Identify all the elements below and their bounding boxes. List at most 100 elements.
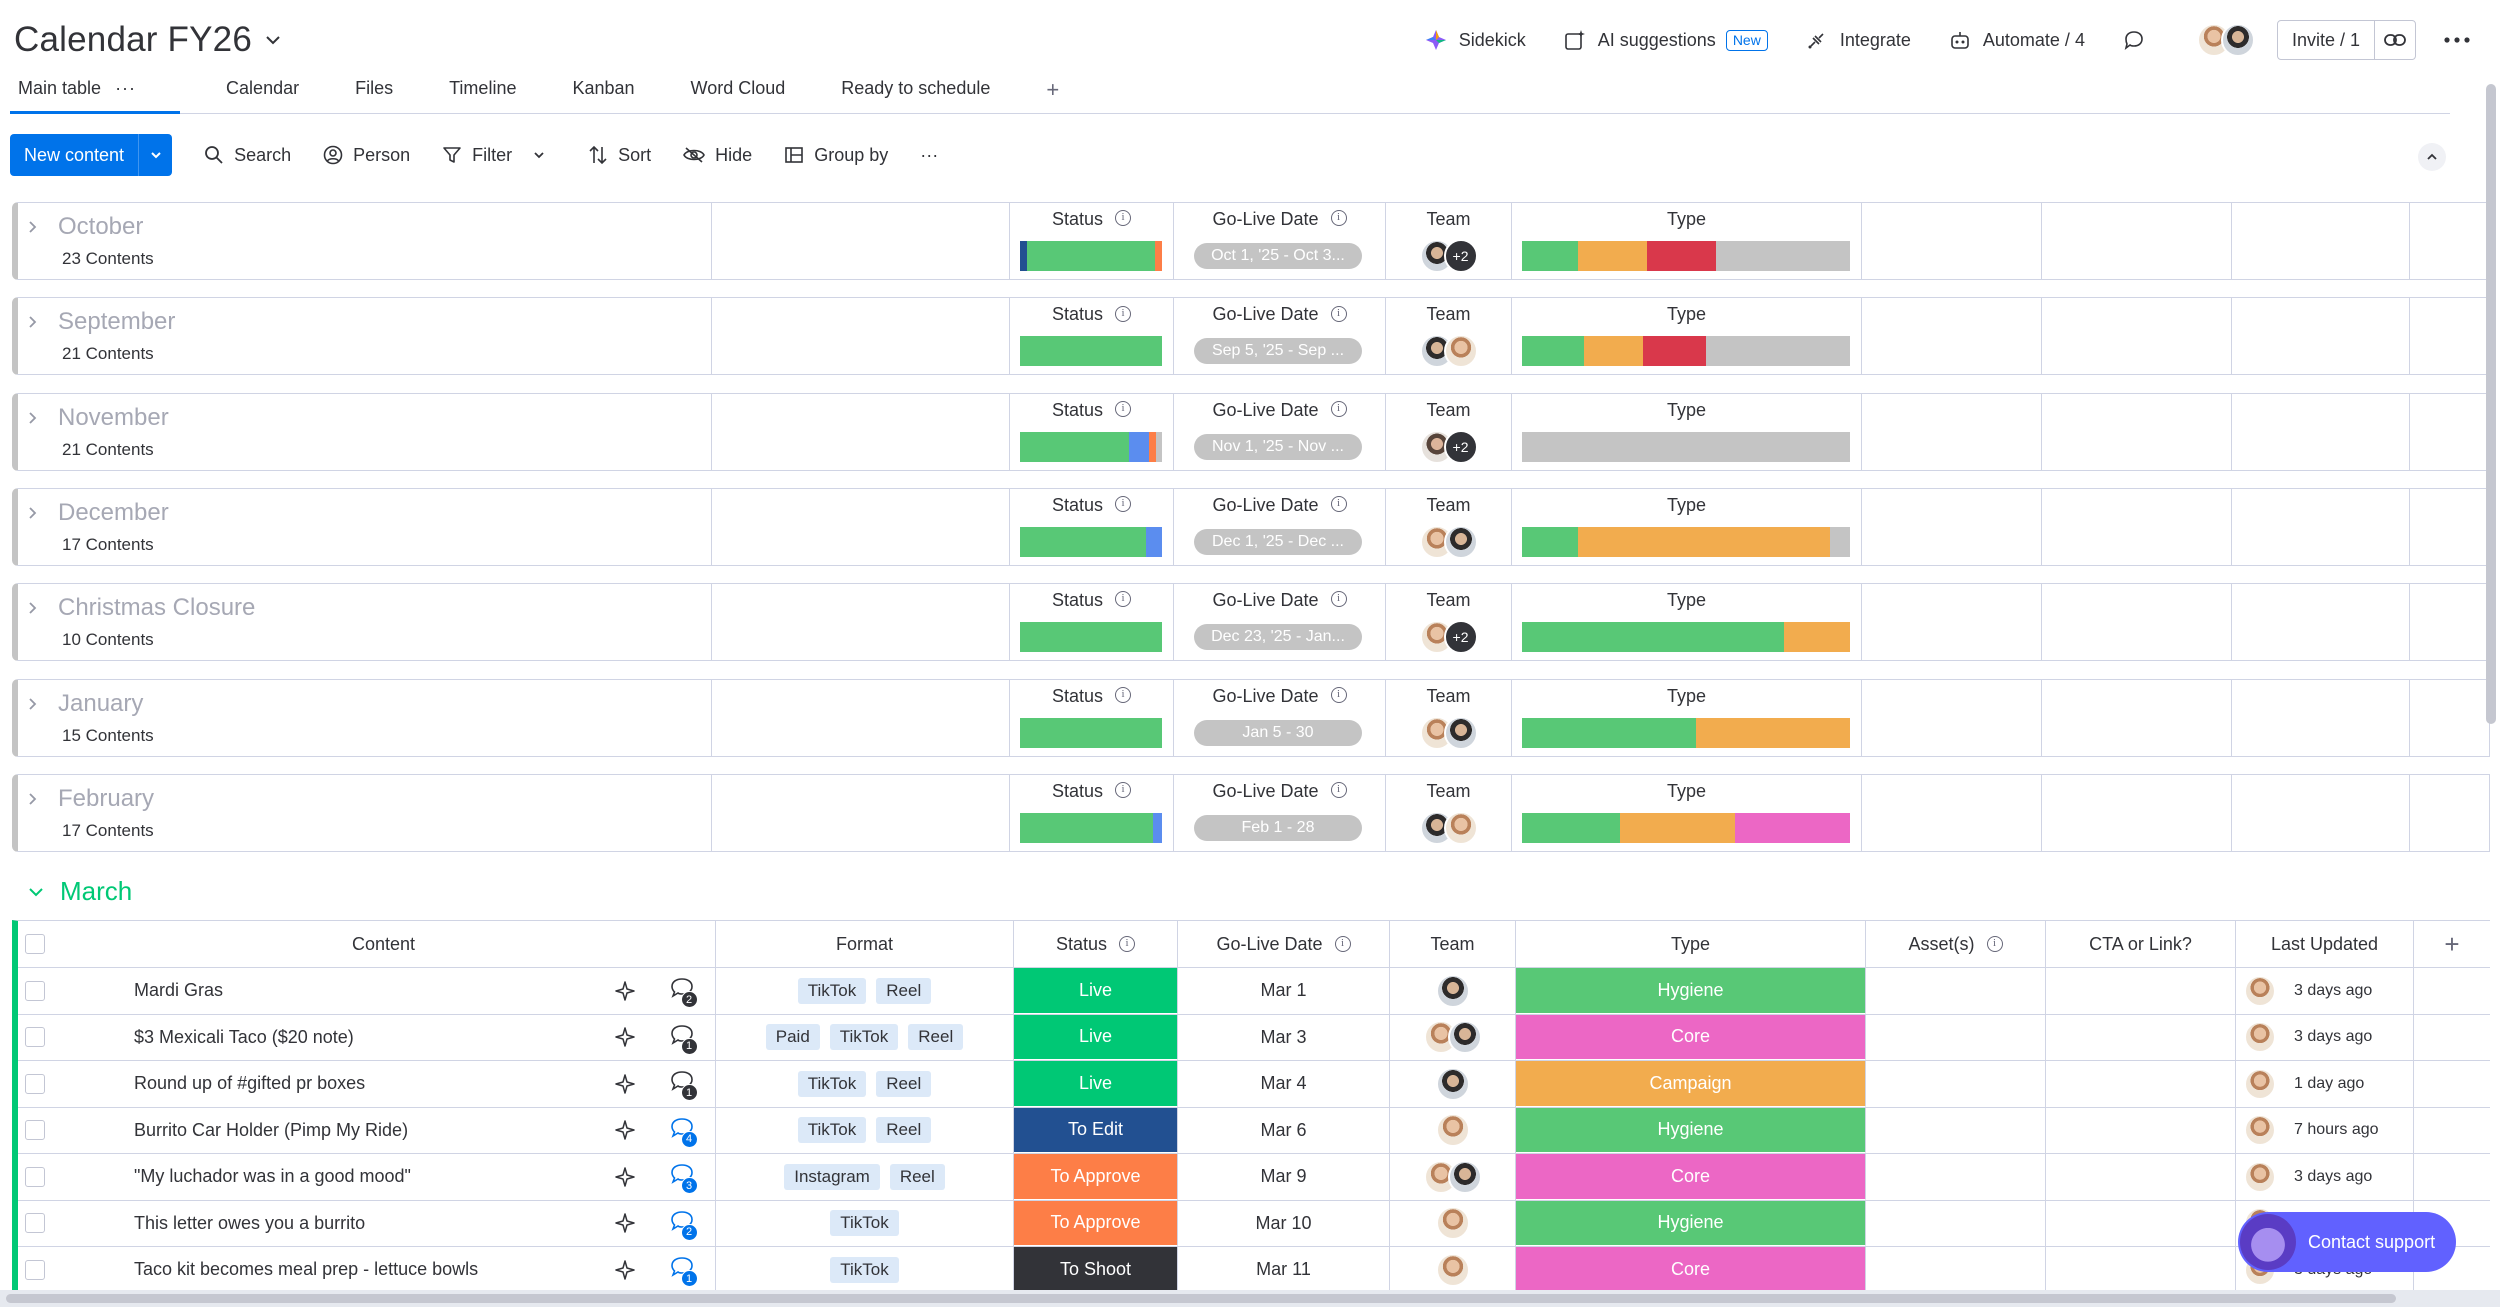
automate-button[interactable]: Automate / 4 [1949, 29, 2085, 51]
column-header-status[interactable]: Status i [1010, 304, 1173, 325]
chevron-down-icon[interactable] [532, 148, 546, 162]
collapse-header-button[interactable] [2418, 143, 2446, 171]
table-row[interactable]: Taco kit becomes meal prep - lettuce bow… [18, 1247, 2490, 1294]
column-header-go-live[interactable]: Go-Live Date i [1174, 495, 1385, 516]
chevron-right-icon[interactable] [26, 316, 38, 328]
status-summary-bar[interactable] [1020, 336, 1162, 367]
chevron-down-icon[interactable] [28, 884, 44, 900]
updates-icon[interactable]: 1 [670, 1070, 698, 1102]
hide-button[interactable]: Hide [683, 145, 752, 166]
column-header-status[interactable]: Status i [1010, 590, 1173, 611]
last-updated-cell[interactable]: 1 day ago [2236, 1061, 2414, 1107]
column-header-status[interactable]: Status i [1010, 400, 1173, 421]
select-all-checkbox[interactable] [25, 934, 45, 954]
type-cell[interactable]: Hygiene [1516, 1107, 1866, 1153]
content-name[interactable]: This letter owes you a burrito [134, 1212, 366, 1233]
status-summary-bar[interactable] [1020, 431, 1162, 462]
type-summary-bar[interactable] [1522, 526, 1850, 557]
updates-icon[interactable]: 3 [670, 1163, 698, 1195]
column-header-status[interactable]: Status i [1010, 495, 1173, 516]
content-name[interactable]: "My luchador was in a good mood" [134, 1166, 411, 1187]
row-select-cell[interactable] [18, 1247, 52, 1293]
group-by-button[interactable]: Group by [784, 145, 888, 166]
format-cell[interactable]: TikTok [716, 1247, 1014, 1293]
group-christmas-closure[interactable]: Christmas Closure 10 Contents Status i Go-Li… [12, 583, 2490, 662]
column-header-type[interactable]: Type [1512, 590, 1861, 611]
group-november[interactable]: November 21 Contents Status i Go-Live Date i N… [12, 392, 2490, 471]
column-header-go-live[interactable]: Go-Live Date i [1174, 209, 1385, 230]
new-content-button[interactable]: New content [24, 144, 125, 165]
table-row[interactable]: Round up of #gifted pr boxes 1 TikTok Reel L… [18, 1061, 2490, 1108]
tab-calendar[interactable]: Calendar [226, 78, 300, 98]
chevron-right-icon[interactable] [26, 697, 38, 710]
row-select-cell[interactable] [18, 1201, 52, 1247]
column-header-go-live[interactable]: Go-Live Date i [1174, 686, 1385, 707]
column-header-team[interactable]: Team [1386, 590, 1511, 611]
group-title[interactable]: November [58, 403, 169, 431]
board-members[interactable] [2196, 23, 2255, 57]
team-avatars[interactable]: +2 [1386, 429, 1511, 464]
type-summary-bar[interactable] [1522, 622, 1850, 653]
sparkle-icon[interactable] [614, 980, 636, 1002]
info-icon[interactable]: i [1986, 936, 2003, 952]
info-icon[interactable]: i [1115, 400, 1132, 417]
team-cell[interactable] [1390, 1154, 1516, 1200]
column-header-team[interactable]: Team [1390, 921, 1516, 967]
status-summary-bar[interactable] [1020, 717, 1162, 748]
cta-cell[interactable] [2046, 1154, 2236, 1200]
status-cell[interactable]: To Approve [1014, 1200, 1178, 1246]
sort-button[interactable]: Sort [588, 145, 651, 166]
format-cell[interactable]: Paid TikTok Reel [716, 1014, 1014, 1060]
row-checkbox[interactable] [25, 1213, 45, 1234]
sparkle-icon[interactable] [614, 1212, 636, 1234]
assets-cell[interactable] [1866, 1154, 2046, 1200]
type-cell[interactable]: Core [1516, 1247, 1866, 1293]
vertical-scrollbar[interactable] [2486, 84, 2496, 724]
row-actions-cell[interactable]: 1 [592, 1061, 716, 1107]
column-header-type[interactable]: Type [1512, 304, 1861, 325]
group-february[interactable]: February 17 Contents Status i Go-Live Date i F… [12, 773, 2490, 852]
status-cell[interactable]: To Edit [1014, 1107, 1178, 1153]
type-summary-bar[interactable] [1522, 431, 1850, 462]
tab-word-cloud[interactable]: Word Cloud [690, 78, 786, 98]
board-title[interactable]: Calendar FY26 [14, 20, 253, 59]
chevron-right-icon[interactable] [26, 793, 38, 805]
column-header-team[interactable]: Team [1386, 209, 1511, 230]
updates-icon[interactable]: 2 [670, 1210, 698, 1241]
updates-icon[interactable]: 1 [670, 1024, 698, 1055]
column-header-go-live[interactable]: Go-Live Date i [1174, 304, 1385, 325]
info-icon[interactable]: i [1115, 686, 1132, 703]
type-cell[interactable]: Core [1516, 1154, 1866, 1200]
group-title[interactable]: September [58, 308, 176, 336]
row-checkbox[interactable] [25, 1259, 45, 1280]
assets-cell[interactable] [1866, 1247, 2046, 1293]
go-live-date-range[interactable]: Nov 1, '25 - Nov ... [1194, 433, 1362, 460]
status-cell[interactable]: To Shoot [1014, 1247, 1178, 1293]
row-actions-cell[interactable]: 1 [592, 1247, 716, 1293]
team-cell[interactable] [1390, 1107, 1516, 1153]
column-header-team[interactable]: Team [1386, 686, 1511, 707]
column-header-go-live[interactable]: Go-Live Date i [1174, 400, 1385, 421]
type-cell[interactable]: Hygiene [1516, 1200, 1866, 1246]
status-summary-bar[interactable] [1020, 241, 1162, 271]
row-actions-cell[interactable]: 1 [592, 1014, 716, 1060]
go-live-date-cell[interactable]: Mar 10 [1178, 1200, 1390, 1246]
last-updated-cell[interactable]: 3 days ago [2236, 1154, 2414, 1200]
content-cell[interactable]: Mardi Gras [52, 968, 592, 1014]
team-cell[interactable] [1390, 968, 1516, 1014]
empty-cell[interactable] [2414, 1015, 2490, 1061]
format-cell[interactable]: TikTok [716, 1200, 1014, 1246]
type-summary-bar[interactable] [1522, 717, 1850, 748]
status-cell[interactable]: Live [1014, 1061, 1178, 1107]
content-cell[interactable]: Burrito Car Holder (Pimp My Ride) [52, 1108, 592, 1154]
group-name[interactable]: September [26, 308, 175, 336]
row-select-cell[interactable] [18, 968, 52, 1014]
tab-main-table[interactable]: Main table ··· [10, 78, 181, 114]
go-live-date-cell[interactable]: Mar 4 [1178, 1061, 1390, 1107]
format-cell[interactable]: TikTok Reel [716, 1107, 1014, 1153]
updates-icon[interactable]: 1 [670, 1256, 698, 1288]
column-header-status[interactable]: Status i [1010, 209, 1173, 230]
assets-cell[interactable] [1866, 1107, 2046, 1153]
column-header-status[interactable]: Status i [1010, 686, 1173, 707]
info-icon[interactable]: i [1330, 400, 1347, 417]
